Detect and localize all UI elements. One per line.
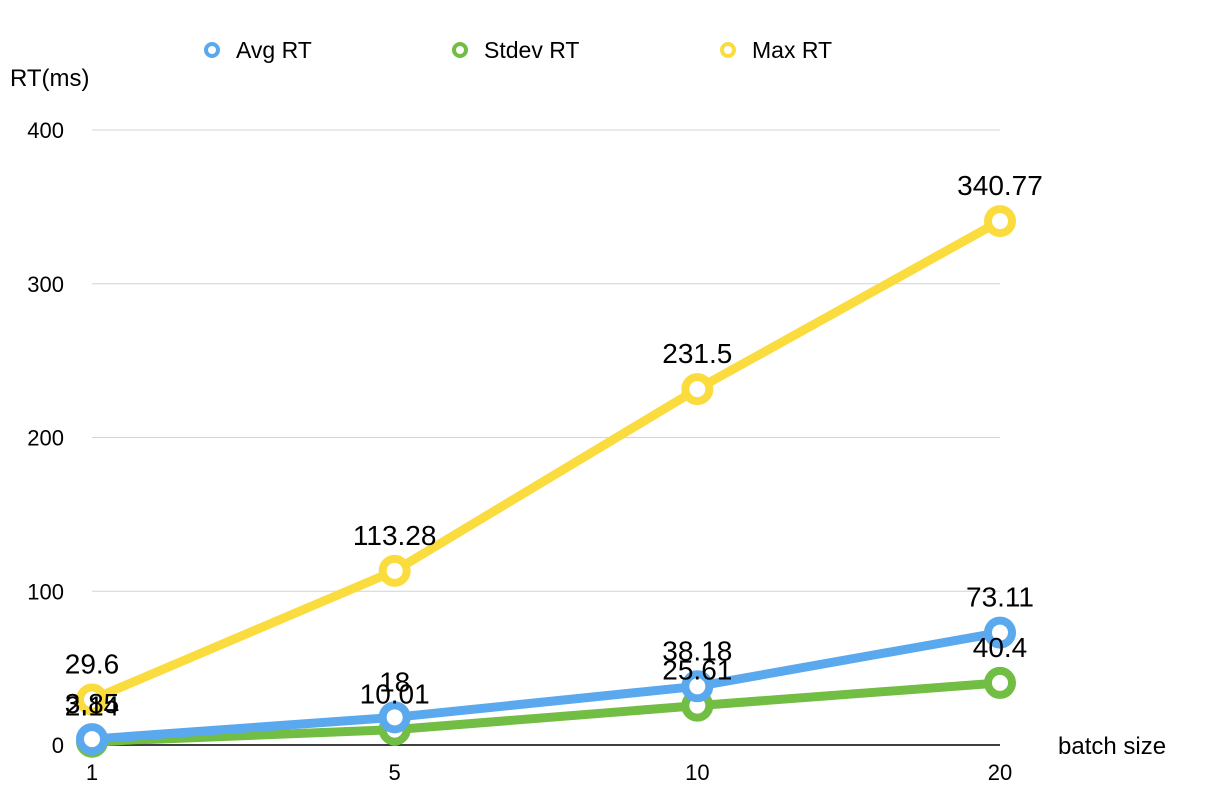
series <box>76 616 1016 756</box>
legend-marker <box>452 42 468 58</box>
gridlines <box>92 129 1000 592</box>
data-label: 3.85 <box>65 688 120 719</box>
series-layer <box>76 205 1016 758</box>
data-label: 29.6 <box>65 648 120 679</box>
data-label: 25.61 <box>662 655 732 686</box>
legend: Avg RT Stdev RT Max RT <box>204 37 832 63</box>
legend-item: Stdev RT <box>452 37 579 63</box>
series-line <box>87 678 1005 747</box>
y-tick-label: 200 <box>27 426 64 451</box>
y-tick-label: 100 <box>27 579 64 604</box>
data-label: 2.14 <box>65 691 120 722</box>
series-line <box>87 216 1005 704</box>
data-point <box>984 666 1016 699</box>
legend-label: Stdev RT <box>484 37 579 63</box>
x-tick-label: 1 <box>86 760 98 785</box>
y-tick-label: 400 <box>27 118 64 143</box>
data-point <box>681 670 714 703</box>
x-tick-label: 20 <box>988 760 1012 785</box>
y-tick-label: 300 <box>27 272 64 297</box>
data-point <box>378 701 411 734</box>
y-tick-label: 0 <box>52 733 64 758</box>
data-label: 18 <box>379 666 410 697</box>
data-label: 231.5 <box>662 338 732 369</box>
data-point <box>378 554 411 587</box>
data-point <box>681 373 714 406</box>
legend-item: Max RT <box>720 37 832 63</box>
data-point <box>984 616 1016 649</box>
data-point <box>76 723 108 756</box>
axes: 0 100 200 300 400 1 5 10 20 <box>27 118 1012 785</box>
y-axis-title: RT(ms) <box>10 65 90 92</box>
legend-label: Avg RT <box>236 37 312 63</box>
series <box>76 205 1016 716</box>
legend-marker <box>204 42 220 58</box>
data-labels: 3.85 18 38.18 73.11 2.14 10.01 25.61 40.4 29.6 11… <box>65 170 1043 722</box>
data-label: 38.18 <box>662 635 732 666</box>
legend-marker <box>720 42 736 58</box>
x-axis-title: batch size <box>1058 733 1166 760</box>
data-label: 73.11 <box>966 582 1034 613</box>
legend-label: Max RT <box>752 37 832 63</box>
data-point <box>984 205 1016 238</box>
data-point <box>76 683 108 716</box>
series-line <box>87 628 1005 744</box>
data-label: 40.4 <box>973 632 1028 663</box>
series <box>76 666 1016 758</box>
x-tick-label: 10 <box>685 760 709 785</box>
data-label: 340.77 <box>957 170 1043 201</box>
x-tick-label: 5 <box>389 760 401 785</box>
data-label: 113.28 <box>353 520 437 551</box>
data-label: 10.01 <box>360 679 430 710</box>
legend-item: Avg RT <box>204 37 312 63</box>
